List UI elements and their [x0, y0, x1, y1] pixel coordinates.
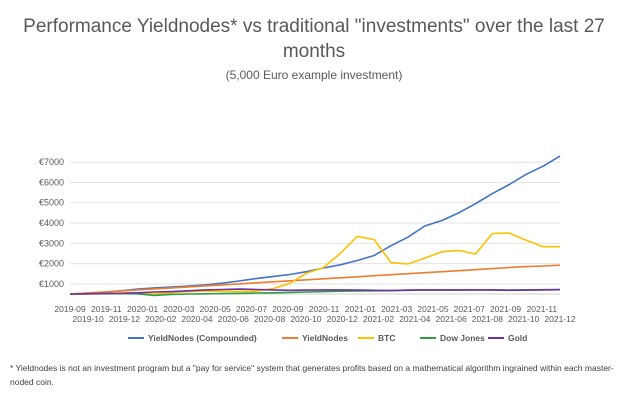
series-line [69, 155, 561, 295]
x-tick-label: 2021-10 [508, 314, 539, 324]
series-line [69, 264, 561, 295]
x-tick-label: 2020-11 [309, 304, 340, 314]
chart-subtitle: (5,000 Euro example investment) [225, 68, 403, 82]
x-tick-label: 2020-05 [200, 304, 231, 314]
legend-label: YieldNodes [302, 333, 348, 343]
legend: YieldNodes (Compounded) YieldNodes BTC Dow … [128, 333, 527, 343]
x-tick-label: 2021-09 [490, 304, 521, 314]
x-tick-label: 2021-01 [345, 304, 376, 314]
x-tick-label: 2021-03 [381, 304, 412, 314]
x-tick-label: 2021-02 [363, 314, 394, 324]
y-tick-label: €2000 [39, 259, 64, 269]
x-tick-label: 2020-02 [145, 314, 176, 324]
x-tick-label: 2021-11 [527, 304, 558, 314]
x-tick-label: 2019-09 [54, 304, 85, 314]
x-tick-label: 2019-12 [109, 314, 140, 324]
x-tick-label: 2020-08 [254, 314, 285, 324]
legend-label: YieldNodes (Compounded) [148, 333, 257, 343]
y-tick-label: €6000 [39, 177, 64, 187]
footnote: * Yieldnodes is not an investment progra… [10, 363, 614, 387]
x-tick-label: 2021-08 [472, 314, 503, 324]
y-tick-label: €3000 [39, 238, 64, 248]
x-axis: 2019-09 2019-11 2020-01 2020-03 2020-05 2020-… [54, 293, 576, 324]
x-tick-label: 2020-03 [163, 304, 194, 314]
x-tick-label: 2021-05 [417, 304, 448, 314]
x-tick-label: 2021-07 [454, 304, 485, 314]
legend-label: Gold [508, 333, 527, 343]
y-tick-label: €5000 [39, 198, 64, 208]
x-tick-label: 2021-06 [436, 314, 467, 324]
y-tick-label: €4000 [39, 218, 64, 228]
series-line [69, 232, 560, 296]
x-tick-label: 2020-04 [181, 314, 212, 324]
x-tick-label: 2019-10 [73, 314, 104, 324]
x-tick-label: 2021-12 [544, 314, 575, 324]
x-tick-label: 2020-01 [127, 304, 158, 314]
x-tick-label: 2020-09 [272, 304, 303, 314]
series-line [69, 288, 561, 295]
x-tick-label: 2019-11 [91, 304, 122, 314]
x-tick-label: 2020-12 [327, 314, 358, 324]
legend-label: Dow Jones [440, 333, 485, 343]
y-tick-label: €7000 [39, 157, 64, 167]
legend-label: BTC [378, 333, 395, 343]
x-tick-label: 2020-07 [236, 304, 267, 314]
x-tick-label: 2021-04 [399, 314, 430, 324]
series-lines [69, 155, 561, 297]
gridlines [70, 161, 560, 285]
x-tick-label: 2020-06 [218, 314, 249, 324]
chart-title: Performance Yieldnodes* vs traditional "… [23, 16, 605, 62]
line-chart: €1000 €2000 €3000 €4000 €5000 €6000 €7000 2019… [39, 155, 576, 343]
y-tick-label: €1000 [39, 279, 64, 289]
x-tick-label: 2020-10 [290, 314, 321, 324]
y-axis: €1000 €2000 €3000 €4000 €5000 €6000 €7000 [39, 157, 64, 289]
